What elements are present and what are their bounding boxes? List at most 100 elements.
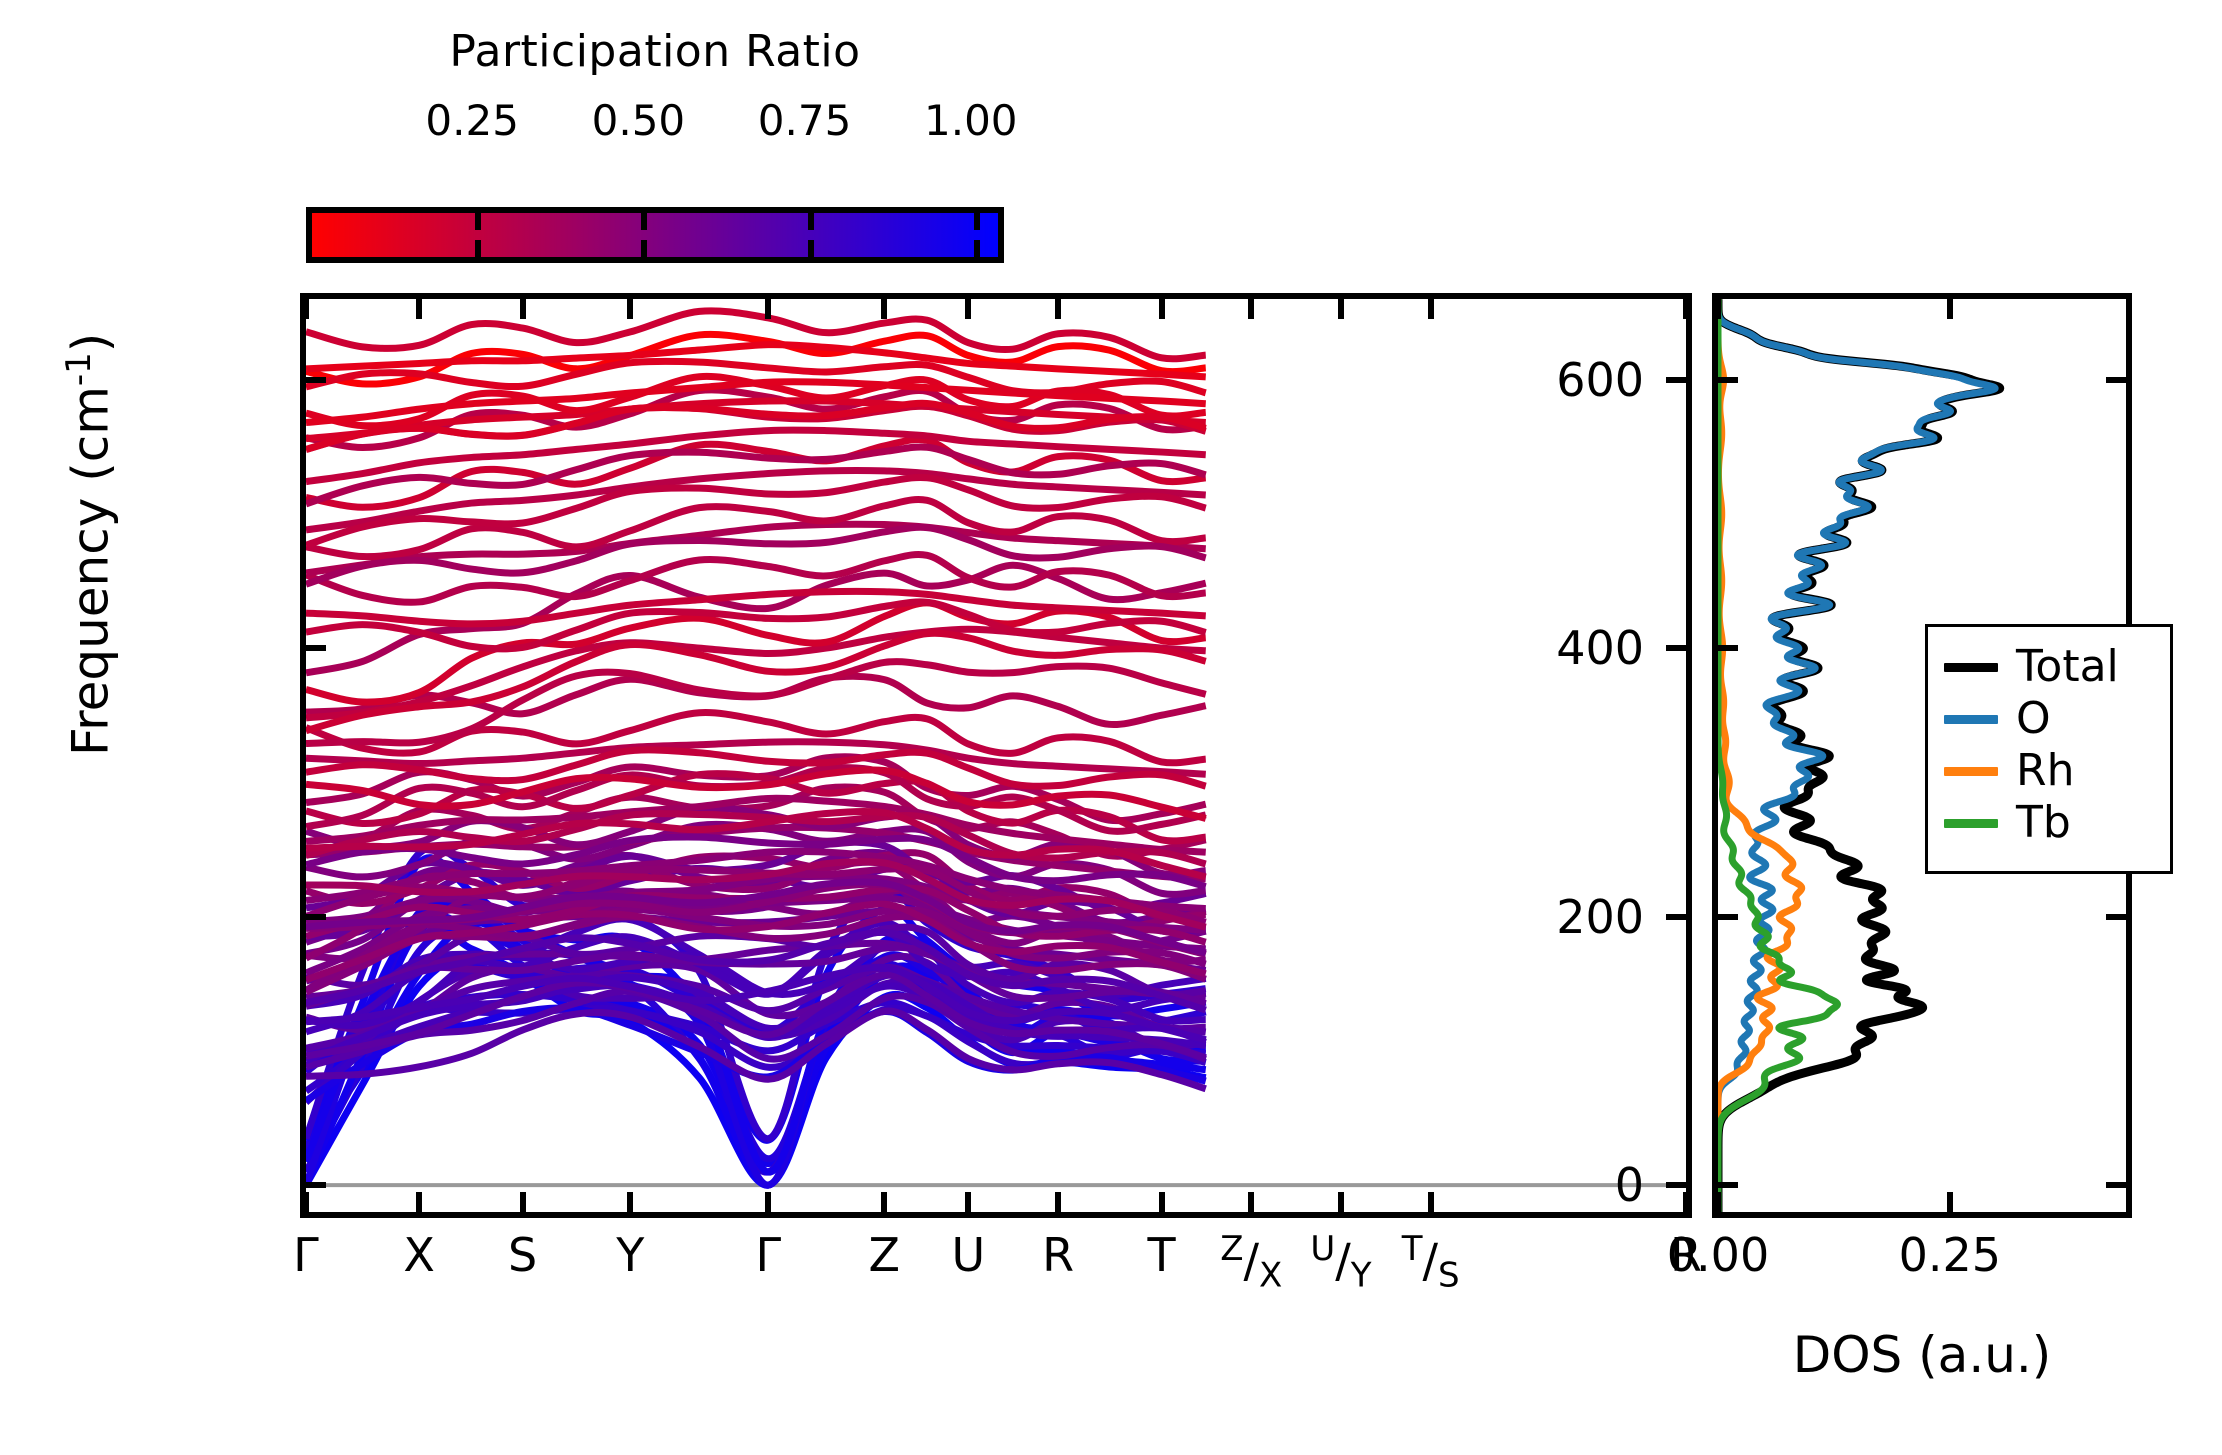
phonon-band-curve <box>306 551 1207 606</box>
dos-y-axis-tick <box>1712 913 1738 920</box>
y-axis-tick <box>300 376 326 383</box>
phonon-band-curve <box>306 900 1207 984</box>
dos-x-axis-tick <box>1715 293 1721 319</box>
legend-item-rh: Rh <box>1928 745 2170 797</box>
x-axis-tick <box>1055 1192 1062 1218</box>
x-axis-tick <box>1427 293 1434 319</box>
y-axis-tick-label: 400 <box>1556 621 1644 676</box>
dos-x-axis-tick-label: 0.00 <box>1666 1228 1770 1282</box>
phonon-band-curve <box>306 658 1207 748</box>
phonon-band-curve <box>306 378 1206 427</box>
phonon-band-curve <box>306 987 1207 1071</box>
phonon-band-curve <box>306 794 1206 856</box>
phonon-band-curve <box>306 738 1206 778</box>
x-axis-tick <box>416 1192 423 1218</box>
phonon-band-curve <box>306 1007 1207 1093</box>
y-axis-tick <box>1666 1182 1692 1189</box>
x-axis-tick-label-T: T <box>1147 1228 1176 1282</box>
y-axis-tick <box>300 1182 326 1189</box>
phonon-band-curve <box>306 808 1207 881</box>
colorbar-tick-label: 1.00 <box>923 96 1018 145</box>
dos-x-axis-tick <box>1946 293 1953 319</box>
dos-x-axis-tick <box>1715 1192 1721 1218</box>
dos-x-axis-tick <box>1946 1192 1953 1218</box>
x-axis-tick <box>1248 293 1255 319</box>
y-axis-title-text: Frequency (cm <box>61 386 120 756</box>
x-axis-tick-label-U-Y: U/Y <box>1310 1229 1372 1296</box>
x-axis-tick-label-S: S <box>508 1228 538 1282</box>
dos-y-axis-tick <box>2106 1182 2132 1189</box>
phonon-band-curve <box>306 520 1206 577</box>
phonon-band-curve <box>306 858 1207 931</box>
phonon-band-curve <box>306 858 1207 962</box>
phonon-band-curve <box>306 963 1207 1044</box>
phonon-band-curve <box>306 746 1207 790</box>
legend-item-tb: Tb <box>1928 797 2170 849</box>
colorbar-tick-mark <box>807 213 814 230</box>
x-axis-tick <box>1158 1192 1165 1218</box>
dos-curves-svg <box>1718 299 2005 1212</box>
x-axis-tick <box>1248 1192 1255 1218</box>
phonon-band-curve <box>306 971 1207 1062</box>
colorbar-tick-mark <box>973 213 980 230</box>
phonon-dos-plot: 0.00 0.25 <box>1667 293 2132 1278</box>
phonon-band-structure-plot: 0 200 400 600 Γ X S Y Γ Z U R T Z/X U/Y T/S R <box>293 293 1702 1293</box>
legend-color-swatch <box>1944 662 1998 672</box>
colorbar-tick-labels: 0.25 0.50 0.75 1.00 <box>306 96 1017 146</box>
phonon-band-curve <box>306 928 1207 1014</box>
band-curves-svg <box>306 307 1686 1189</box>
legend-label: Total <box>2016 641 2119 692</box>
x-axis-tick <box>965 293 972 319</box>
colorbar-tick-label: 0.75 <box>757 96 852 145</box>
x-axis-tick-label-T-S: T/S <box>1401 1229 1460 1296</box>
phonon-band-curve <box>306 341 1206 381</box>
x-axis-tick <box>416 293 423 319</box>
phonon-band-curve <box>306 357 1207 397</box>
phonon-band-curve <box>306 307 1207 363</box>
legend-color-swatch <box>1944 714 1998 724</box>
y-axis-tick <box>300 913 326 920</box>
x-axis-tick <box>1683 293 1689 319</box>
phonon-band-curve <box>306 496 1207 561</box>
colorbar-gradient <box>312 213 998 257</box>
colorbar-tick-mark <box>641 213 648 230</box>
x-axis-tick <box>1427 1192 1434 1218</box>
x-axis-tick <box>303 293 309 319</box>
y-axis-tick-label: 600 <box>1556 352 1644 407</box>
dos-x-axis-title: DOS (a.u.) <box>1792 1326 2052 1384</box>
x-axis-tick-label-Γ: Γ <box>755 1228 782 1282</box>
band-curve-group <box>306 307 1207 1189</box>
phonon-band-curve <box>306 561 1207 677</box>
x-axis-tick <box>1683 1192 1689 1218</box>
phonon-band-curve <box>306 523 1207 588</box>
phonon-band-curve <box>306 587 1206 628</box>
phonon-band-curve <box>306 833 1207 891</box>
x-axis-tick-label-R: R <box>1042 1228 1075 1282</box>
x-axis-tick-label-Y: Y <box>616 1228 645 1282</box>
legend-label: O <box>2016 693 2051 744</box>
x-axis-tick-label-U: U <box>951 1228 986 1282</box>
y-axis-title: Frequency (cm-1) <box>59 333 120 756</box>
y-axis-tick <box>300 645 326 652</box>
phonon-band-curve <box>306 473 1207 549</box>
x-axis-tick-label-R: R <box>1670 1228 1702 1282</box>
phonon-band-curve <box>306 625 1206 722</box>
phonon-band-curve <box>306 952 1206 1034</box>
dos-y-axis-tick <box>1712 645 1738 652</box>
phonon-band-curve <box>306 766 1207 822</box>
dos-x-axis-tick-label: 0.25 <box>1898 1228 2002 1282</box>
x-axis-tick <box>881 293 888 319</box>
y-axis-tick <box>1666 376 1692 383</box>
phonon-band-curve <box>306 397 1206 443</box>
dos-legend: Total O Rh Tb <box>1925 624 2173 874</box>
phonon-band-curve <box>306 886 1206 966</box>
band-plot-area <box>306 299 1686 1212</box>
phonon-band-curve <box>306 838 1207 914</box>
x-axis-tick <box>881 1192 888 1218</box>
colorbar-tick-mark <box>475 240 482 257</box>
legend-item-total: Total <box>1928 641 2170 693</box>
x-axis-tick <box>627 293 634 319</box>
x-axis-tick <box>519 293 526 319</box>
x-axis-tick-label-Z: Z <box>868 1228 900 1282</box>
